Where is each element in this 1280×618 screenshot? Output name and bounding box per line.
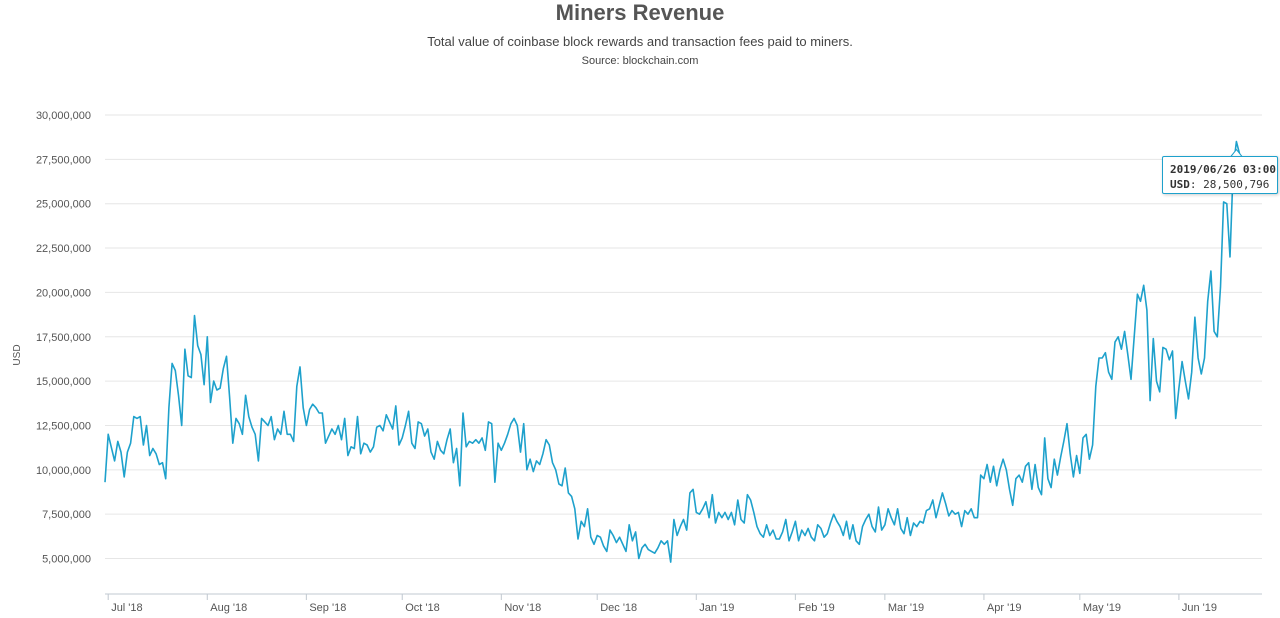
x-tick-label: Oct '18	[405, 602, 440, 614]
x-axis-ticks	[107, 594, 1180, 600]
y-axis-title: USD	[12, 344, 23, 365]
tooltip-value: 28,500,796	[1203, 178, 1270, 191]
x-tick-label: Mar '19	[888, 602, 924, 614]
x-tick-label: Jan '19	[699, 602, 734, 614]
y-axis-labels: 5,000,000 7,500,000 10,000,000 12,500,000 15…	[36, 110, 91, 566]
chart-subtitle: Total value of coinbase block rewards an…	[427, 34, 853, 49]
x-axis-labels: Jul '18 Aug '18 Sep '18 Oct '18 Nov '18 Dec '…	[111, 602, 1217, 614]
y-tick-label: 15,000,000	[36, 376, 91, 388]
y-tick-label: 20,000,000	[36, 287, 91, 299]
y-tick-label: 5,000,000	[42, 554, 91, 566]
x-tick-label: Apr '19	[987, 602, 1022, 614]
x-tick-label: Jun '19	[1182, 602, 1217, 614]
y-tick-label: 10,000,000	[36, 465, 91, 477]
data-tooltip: 2019/06/26 03:00 USD: 28,500,796	[1162, 156, 1278, 194]
y-tick-label: 12,500,000	[36, 420, 91, 432]
x-tick-label: Feb '19	[798, 602, 834, 614]
tooltip-value-row: USD: 28,500,796	[1170, 178, 1270, 191]
x-tick-label: May '19	[1083, 602, 1121, 614]
tooltip-date: 2019/06/26 03:00	[1170, 163, 1276, 176]
y-tick-label: 7,500,000	[42, 509, 91, 521]
tooltip-label: USD	[1170, 178, 1190, 191]
chart-title: Miners Revenue	[555, 0, 725, 25]
y-tick-label: 22,500,000	[36, 243, 91, 255]
x-tick-label: Aug '18	[210, 602, 247, 614]
series-line-usd[interactable]	[104, 140, 1241, 563]
chart-source: Source: blockchain.com	[581, 55, 699, 67]
x-tick-label: Dec '18	[600, 602, 637, 614]
x-tick-label: Sep '18	[309, 602, 346, 614]
y-tick-label: 27,500,000	[36, 154, 91, 166]
y-tick-label: 17,500,000	[36, 332, 91, 344]
x-tick-label: Jul '18	[111, 602, 142, 614]
y-tick-label: 30,000,000	[36, 110, 91, 122]
x-tick-label: Nov '18	[504, 602, 541, 614]
y-tick-label: 25,000,000	[36, 199, 91, 211]
gridlines	[105, 114, 1262, 560]
